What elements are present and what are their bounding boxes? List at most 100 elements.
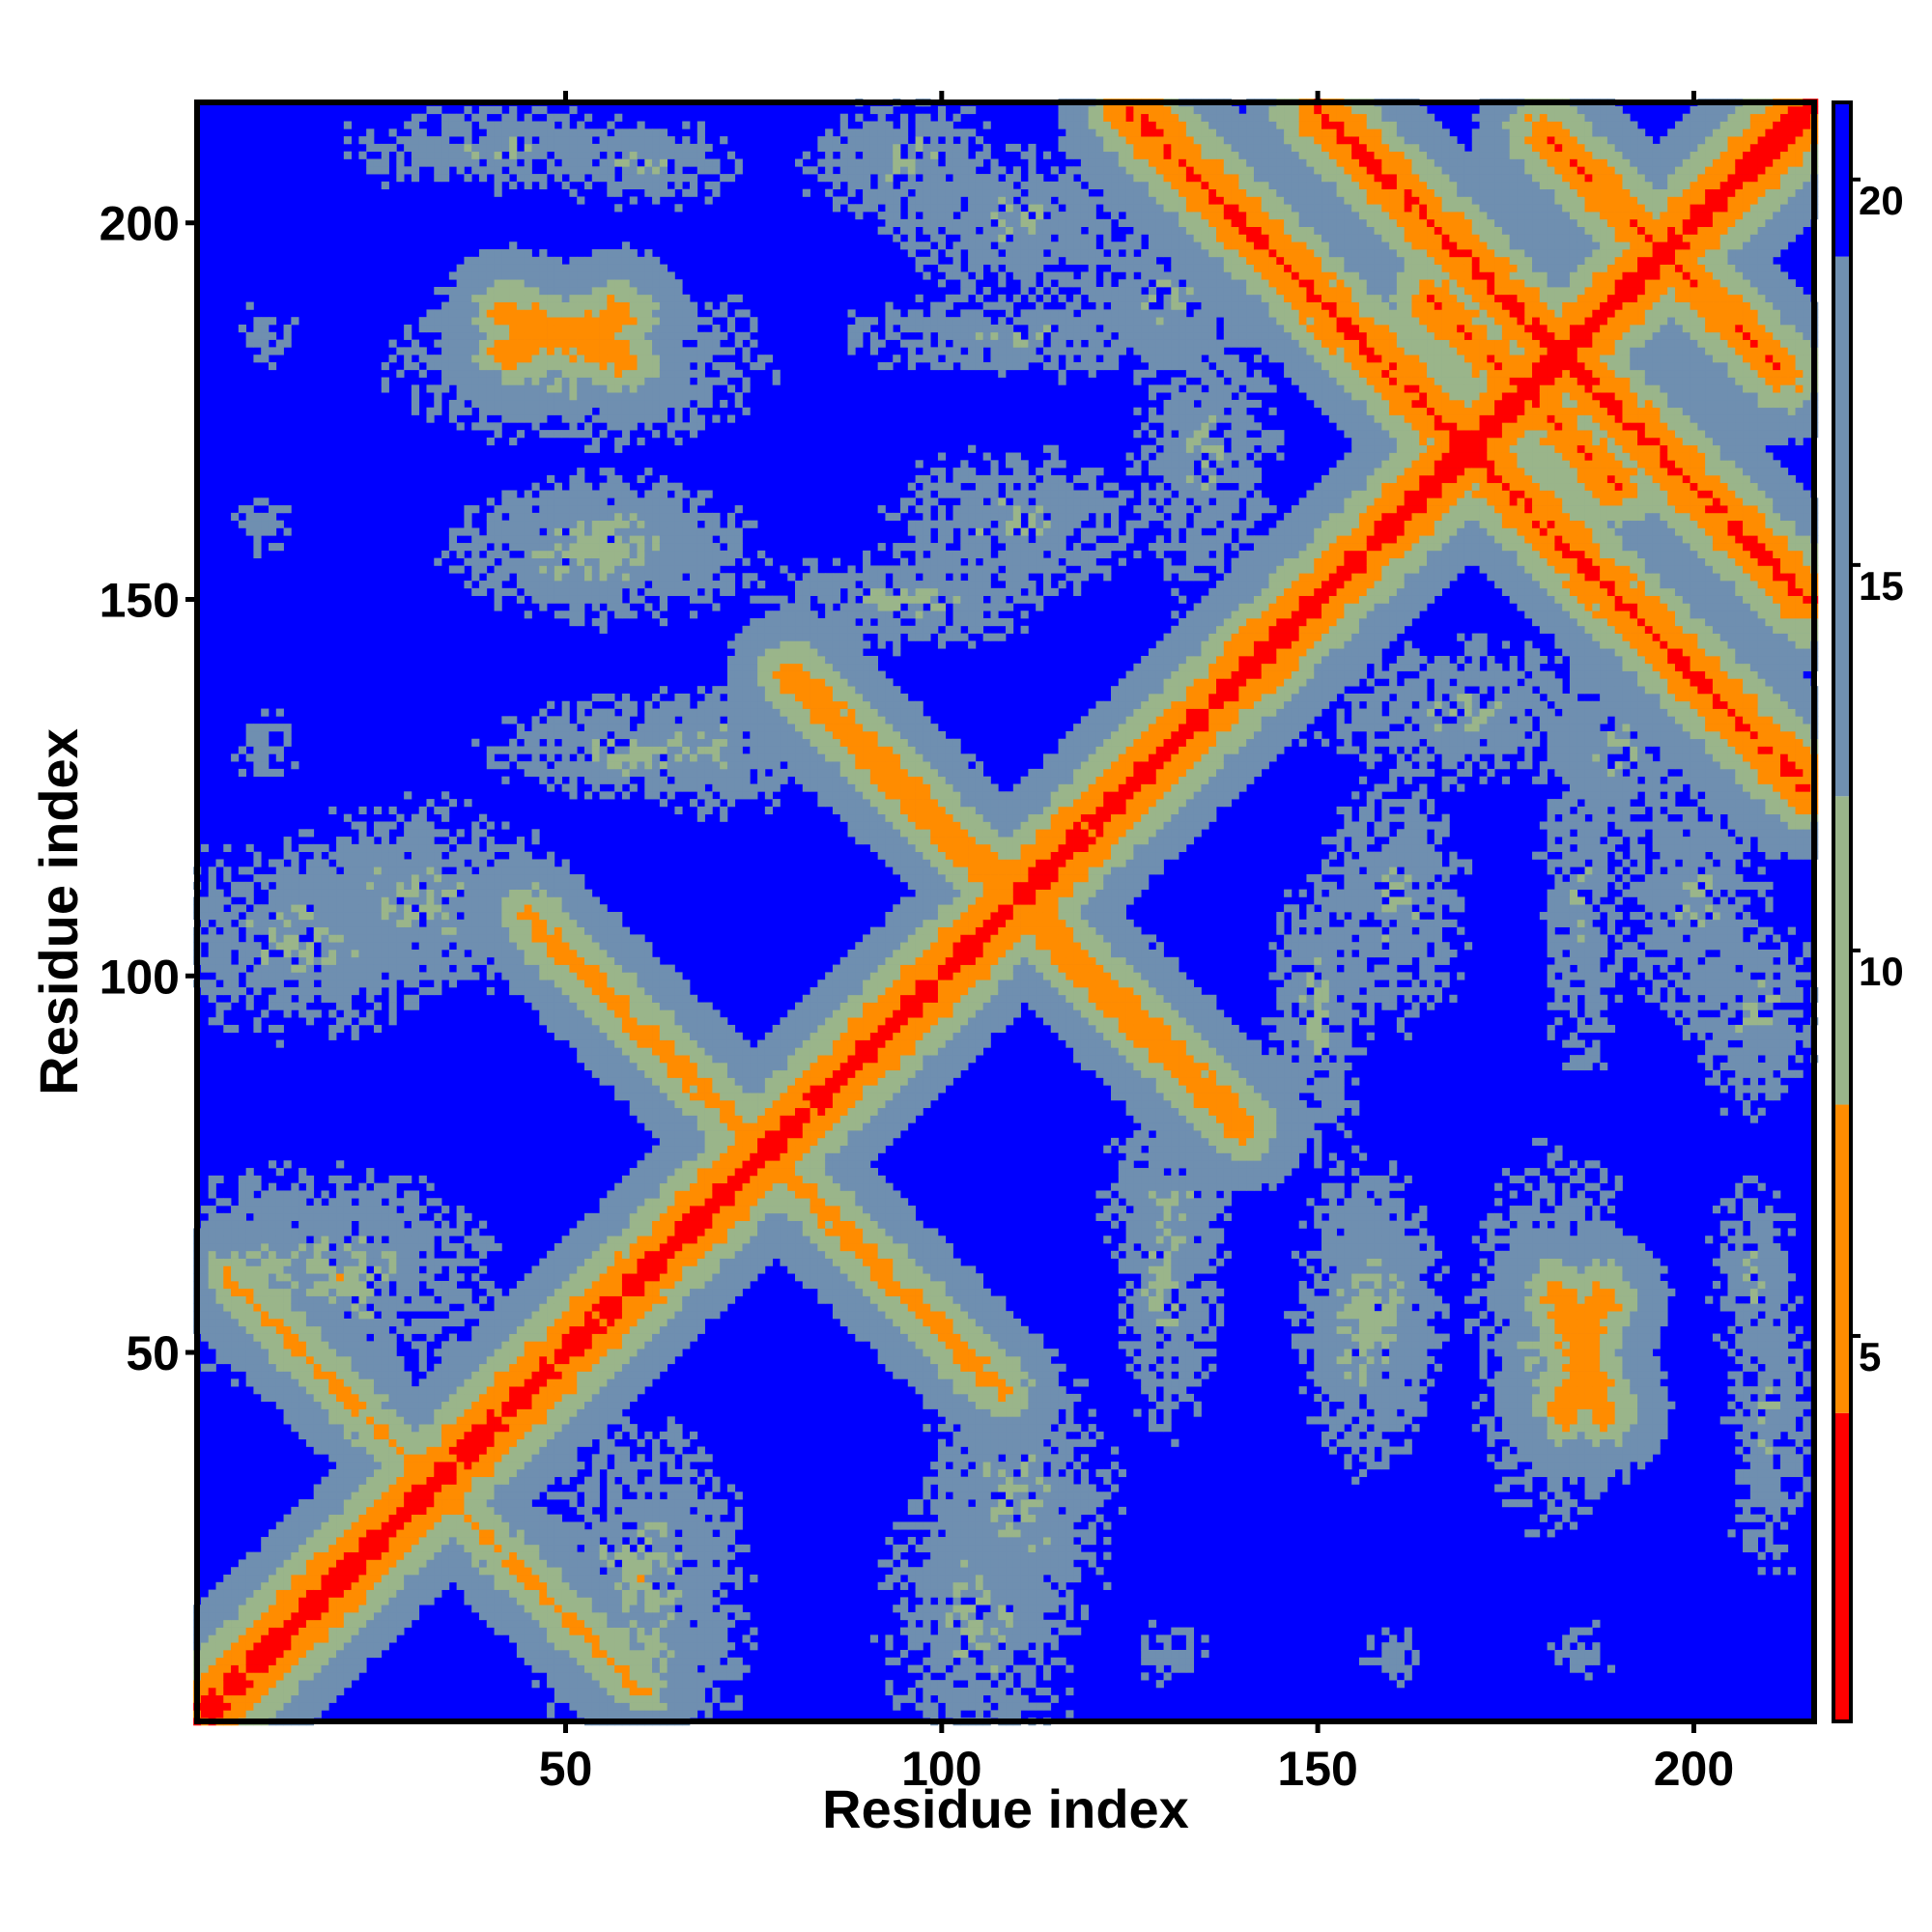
heatmap-cell	[276, 1582, 284, 1590]
heatmap-cell	[509, 920, 517, 927]
heatmap-cell	[239, 950, 246, 957]
heatmap-cell	[223, 980, 231, 987]
heatmap-cell	[231, 1650, 239, 1658]
heatmap-cell	[366, 1567, 374, 1575]
heatmap-cell	[366, 1462, 374, 1469]
heatmap-cell	[495, 1409, 502, 1417]
heatmap-cell	[374, 942, 382, 950]
heatmap-cell	[457, 332, 465, 340]
heatmap-cell	[577, 527, 584, 535]
heatmap-cell	[449, 565, 457, 573]
heatmap-cell	[382, 927, 389, 935]
heatmap-cell	[577, 279, 584, 287]
heatmap-cell	[389, 1206, 397, 1213]
heatmap-cell	[358, 1296, 366, 1304]
heatmap-cell	[487, 912, 495, 920]
heatmap-cell	[525, 384, 532, 392]
heatmap-cell	[314, 890, 322, 897]
heatmap-cell	[539, 271, 547, 279]
heatmap-cell	[501, 521, 509, 528]
heatmap-cell	[276, 1349, 284, 1356]
heatmap-cell	[366, 1590, 374, 1598]
heatmap-cell	[495, 1507, 502, 1515]
heatmap-cell	[253, 1582, 261, 1590]
heatmap-cell	[539, 927, 547, 935]
heatmap-cell	[298, 1402, 306, 1409]
heatmap-cell	[471, 1462, 479, 1469]
heatmap-cell	[577, 505, 584, 513]
heatmap-cell	[404, 942, 412, 950]
heatmap-cell	[344, 896, 352, 904]
heatmap-cell	[479, 904, 487, 912]
heatmap-cell	[261, 340, 269, 348]
heatmap-cell	[231, 1567, 239, 1575]
heatmap-cell	[382, 1582, 389, 1590]
heatmap-cell	[358, 1582, 366, 1590]
heatmap-cell	[321, 844, 328, 852]
heatmap-cell	[246, 1642, 254, 1650]
heatmap-cell	[562, 1236, 570, 1243]
heatmap-cell	[525, 1484, 532, 1492]
heatmap-cell	[577, 581, 584, 588]
heatmap-cell	[382, 844, 389, 852]
heatmap-cell	[201, 1642, 209, 1650]
heatmap-cell	[464, 920, 471, 927]
heatmap-cell	[434, 972, 441, 980]
heatmap-cell	[562, 543, 570, 551]
heatmap-cell	[269, 1003, 276, 1010]
heatmap-cell	[434, 1567, 441, 1575]
heatmap-cell	[554, 1439, 562, 1447]
heatmap-cell	[374, 1484, 382, 1492]
heatmap-cell	[525, 1349, 532, 1356]
heatmap-cell	[569, 430, 577, 438]
heatmap-cell	[426, 896, 434, 904]
heatmap-cell	[479, 1311, 487, 1319]
heatmap-cell	[509, 716, 517, 724]
heatmap-cell	[291, 1575, 298, 1582]
heatmap-cell	[412, 1446, 419, 1454]
heatmap-cell	[509, 1597, 517, 1605]
heatmap-cell	[525, 573, 532, 581]
heatmap-cell	[382, 1372, 389, 1379]
heatmap-cell	[501, 747, 509, 754]
heatmap-cell	[366, 1206, 374, 1213]
heatmap-cell	[569, 1003, 577, 1010]
heatmap-cell	[464, 1590, 471, 1598]
heatmap-cell	[532, 355, 540, 362]
heatmap-cell	[231, 1628, 239, 1635]
heatmap-cell	[562, 1559, 570, 1567]
heatmap-cell	[479, 890, 487, 897]
heatmap-cell	[547, 724, 554, 731]
heatmap-cell	[404, 972, 412, 980]
heatmap-cell	[352, 1356, 359, 1364]
heatmap-cell	[487, 1402, 495, 1409]
heatmap-cell	[298, 1176, 306, 1183]
heatmap-cell	[487, 1597, 495, 1605]
heatmap-cell	[517, 1446, 525, 1454]
heatmap-cell	[374, 1259, 382, 1266]
heatmap-cell	[419, 1515, 427, 1522]
heatmap-cell	[441, 859, 449, 867]
heatmap-cell	[569, 950, 577, 957]
heatmap-cell	[276, 1319, 284, 1326]
heatmap-cell	[382, 829, 389, 837]
heatmap-cell	[261, 753, 269, 761]
heatmap-cell	[547, 1334, 554, 1342]
heatmap-cell	[577, 543, 584, 551]
heatmap-cell	[261, 325, 269, 332]
heatmap-cell	[592, 1567, 600, 1575]
heatmap-cell	[261, 1198, 269, 1206]
heatmap-cell	[479, 1394, 487, 1402]
heatmap-cell	[298, 1597, 306, 1605]
heatmap-cell	[532, 415, 540, 423]
heatmap-cell	[532, 972, 540, 980]
heatmap-cell	[352, 852, 359, 860]
heatmap-cell	[291, 1003, 298, 1010]
heatmap-cell	[441, 1484, 449, 1492]
heatmap-cell	[269, 1206, 276, 1213]
heatmap-cell	[298, 874, 306, 882]
heatmap-cell	[261, 912, 269, 920]
heatmap-cell	[584, 1009, 592, 1017]
heatmap-cell	[471, 1597, 479, 1605]
heatmap-cell	[479, 942, 487, 950]
